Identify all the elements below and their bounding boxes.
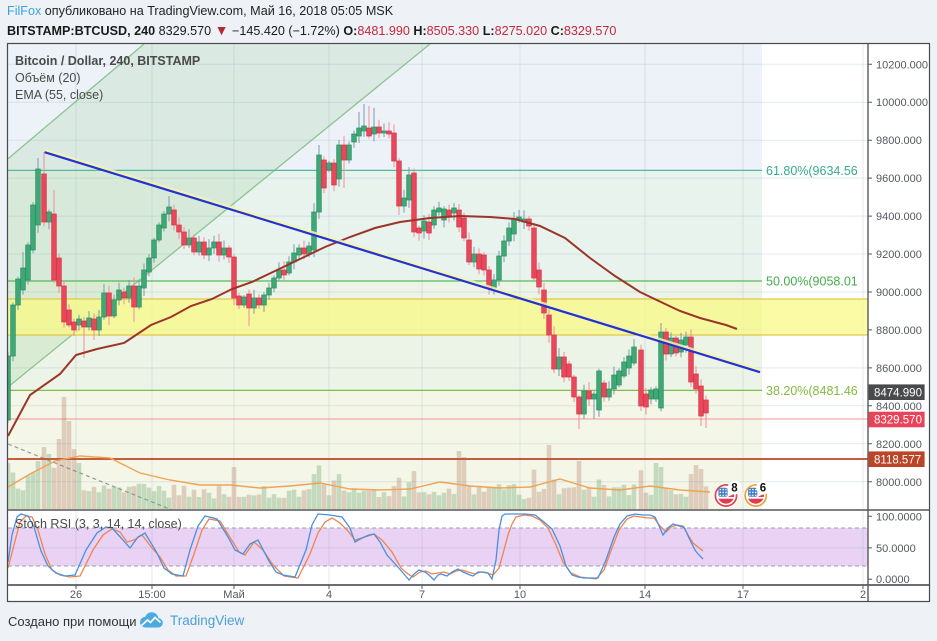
svg-text:14: 14 [639,589,651,601]
svg-text:61.80%(9634.56: 61.80%(9634.56 [766,164,858,178]
svg-text:8400.000: 8400.000 [876,401,922,413]
svg-text:10: 10 [514,589,526,601]
svg-text:8800.000: 8800.000 [876,325,922,337]
svg-text:50.0000: 50.0000 [876,543,916,555]
svg-text:10000.000: 10000.000 [876,97,928,109]
svg-text:9200.000: 9200.000 [876,249,922,261]
svg-text:8118.577: 8118.577 [874,454,921,466]
svg-text:17: 17 [737,589,749,601]
svg-text:9600.000: 9600.000 [876,173,922,185]
svg-text:8: 8 [731,483,738,495]
svg-text:50.00%(9058.01: 50.00%(9058.01 [766,275,858,289]
svg-text:Май: Май [223,589,245,601]
svg-text:26: 26 [70,589,82,601]
svg-text:9400.000: 9400.000 [876,211,922,223]
svg-text:2: 2 [860,589,866,601]
svg-text:8329.570: 8329.570 [874,415,922,427]
svg-text:8474.990: 8474.990 [874,387,922,399]
svg-text:8600.000: 8600.000 [876,363,922,375]
svg-text:38.20%(8481.46: 38.20%(8481.46 [766,384,858,398]
svg-text:8000.000: 8000.000 [876,477,922,489]
svg-text:4: 4 [326,589,332,601]
svg-text:10200.000: 10200.000 [876,59,928,71]
svg-text:9000.000: 9000.000 [876,287,922,299]
svg-text:15:00: 15:00 [138,589,166,601]
svg-text:0.0000: 0.0000 [876,574,910,586]
svg-text:8200.000: 8200.000 [876,439,922,451]
svg-text:100.0000: 100.0000 [876,511,922,523]
svg-text:9800.000: 9800.000 [876,135,922,147]
svg-text:7: 7 [419,589,425,601]
svg-text:6: 6 [760,483,766,495]
